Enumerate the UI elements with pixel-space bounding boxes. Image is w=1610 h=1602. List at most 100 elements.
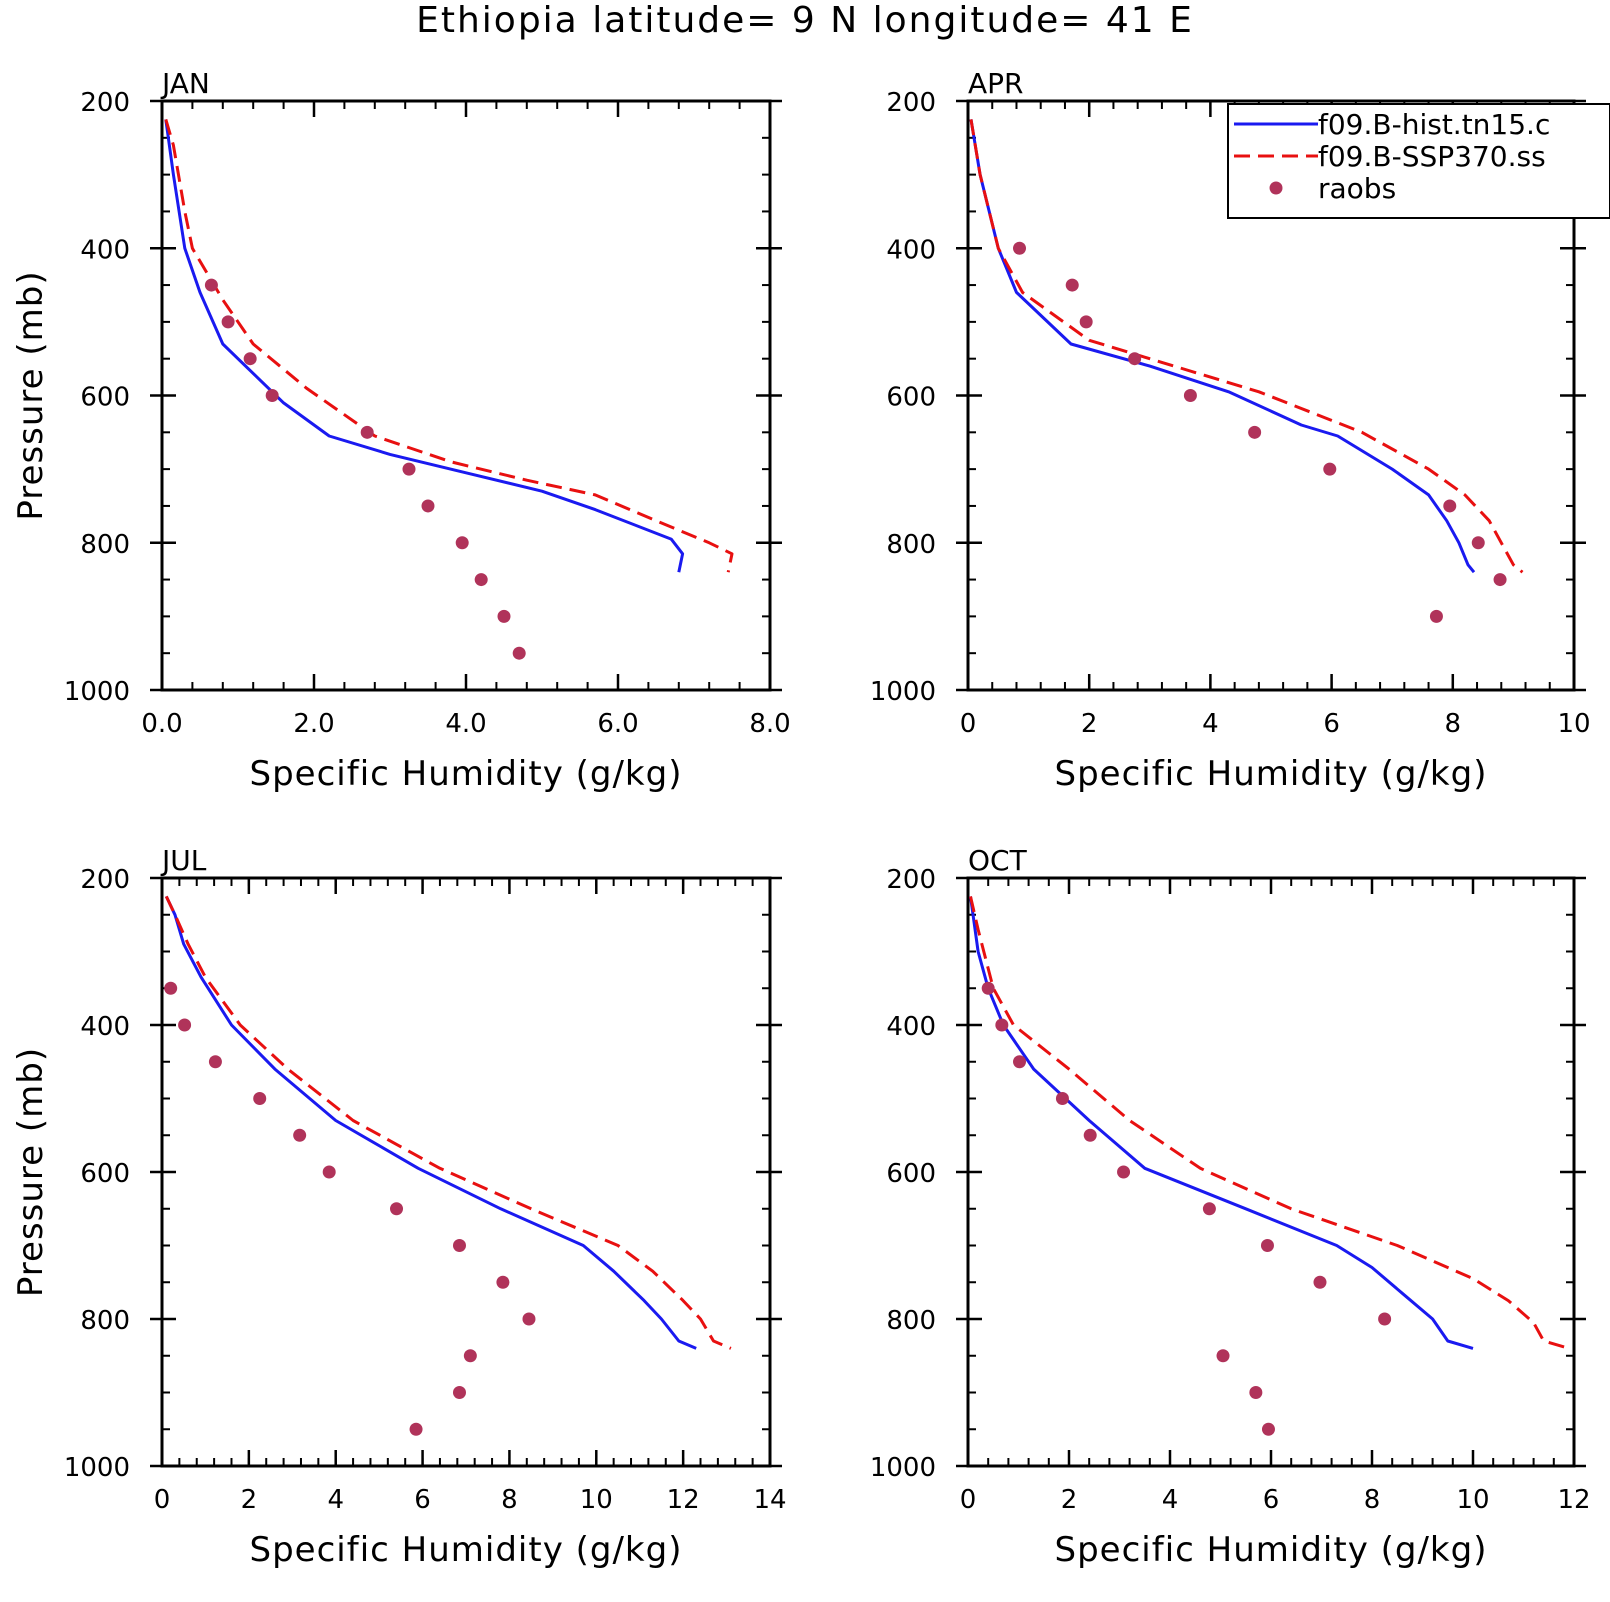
raobs-point bbox=[1013, 241, 1027, 255]
x-axis-label: Specific Humidity (g/kg) bbox=[250, 754, 683, 794]
plot-frame bbox=[160, 99, 772, 692]
panel-jul: JUL 0 2 4 6 8 10 12 14 200 400 600 800 1000 Specific H… bbox=[11, 844, 787, 1570]
x-tick-label: 10 bbox=[580, 1485, 613, 1515]
series-layer bbox=[969, 896, 1570, 1436]
x-tick-label: 6 bbox=[414, 1485, 431, 1515]
raobs-point bbox=[243, 352, 257, 366]
raobs-point bbox=[1183, 389, 1197, 402]
raobs-point bbox=[265, 389, 279, 402]
y-tick-label: 800 bbox=[886, 1306, 936, 1336]
x-axis-label: Specific Humidity (g/kg) bbox=[1055, 754, 1488, 794]
panel-jan: JAN 0.0 2.0 4.0 6.0 8.0 200 400 600 800 1000 Specif… bbox=[11, 67, 791, 794]
y-tick-label: 400 bbox=[80, 1012, 130, 1042]
raobs-point bbox=[455, 536, 469, 550]
plot-frame bbox=[160, 876, 772, 1468]
raobs-point bbox=[1378, 1312, 1392, 1326]
ssp-line bbox=[164, 895, 732, 1350]
raobs-point bbox=[164, 981, 178, 995]
panel-title: JUL bbox=[160, 844, 207, 877]
x-tick-label: 4 bbox=[1162, 1485, 1179, 1515]
x-tick-label: 8 bbox=[1445, 709, 1462, 739]
x-tick-label: 6 bbox=[1263, 1485, 1280, 1515]
x-tick-label: 6 bbox=[1323, 709, 1340, 739]
raobs-point bbox=[204, 278, 218, 292]
raobs-point bbox=[522, 1312, 536, 1326]
raobs-point bbox=[1117, 1165, 1131, 1179]
raobs-point bbox=[1443, 499, 1457, 513]
ssp-line bbox=[969, 119, 1524, 574]
x-tick-label: 2 bbox=[241, 1485, 258, 1515]
y-tick-label: 800 bbox=[80, 530, 130, 560]
x-tick-label: 4.0 bbox=[445, 709, 486, 739]
y-tick-label: 800 bbox=[886, 530, 936, 560]
raobs-point bbox=[421, 499, 435, 513]
raobs-point bbox=[1249, 1386, 1263, 1399]
x-tick-label: 0 bbox=[154, 1485, 171, 1515]
raobs-point bbox=[178, 1018, 192, 1032]
panel-title: APR bbox=[968, 67, 1024, 100]
x-tick-label: 0 bbox=[960, 1485, 977, 1515]
x-axis-label: Specific Humidity (g/kg) bbox=[250, 1530, 683, 1570]
raobs-point bbox=[402, 462, 416, 476]
raobs-point bbox=[452, 1239, 466, 1252]
panel-title: JAN bbox=[160, 67, 210, 100]
x-tick-label: 2.0 bbox=[293, 709, 334, 739]
y-tick-label: 400 bbox=[886, 235, 936, 265]
hist-line bbox=[969, 896, 1474, 1350]
y-tick-label: 600 bbox=[886, 1159, 936, 1189]
raobs-point bbox=[474, 573, 488, 587]
legend-label: raobs bbox=[1318, 172, 1396, 205]
panel-apr: APR 0 2 4 6 8 10 200 400 600 800 1000 Specific Humid… bbox=[870, 67, 1610, 794]
raobs-point bbox=[1429, 609, 1443, 623]
raobs-point bbox=[390, 1202, 404, 1216]
raobs-point bbox=[1323, 462, 1337, 476]
raobs-point bbox=[981, 981, 995, 995]
x-tick-label: 10 bbox=[1456, 1485, 1489, 1515]
x-tick-label: 10 bbox=[1557, 709, 1590, 739]
raobs-point bbox=[360, 425, 374, 439]
series-layer bbox=[164, 118, 734, 660]
raobs-point bbox=[452, 1386, 466, 1399]
raobs-point bbox=[221, 315, 235, 329]
raobs-point bbox=[497, 609, 511, 623]
x-tick-label: 4 bbox=[327, 1485, 344, 1515]
x-tick-label: 8.0 bbox=[749, 709, 790, 739]
x-tick-label: 0 bbox=[960, 709, 977, 739]
raobs-point bbox=[1248, 425, 1262, 439]
plot-frame bbox=[966, 876, 1576, 1468]
raobs-point bbox=[1313, 1275, 1327, 1289]
raobs-point bbox=[1216, 1349, 1230, 1363]
raobs-point bbox=[1202, 1202, 1216, 1216]
raobs-point bbox=[512, 646, 526, 660]
y-tick-label: 200 bbox=[886, 88, 936, 118]
raobs-point bbox=[1260, 1239, 1274, 1252]
hist-line bbox=[164, 119, 685, 573]
raobs-point bbox=[1079, 315, 1093, 329]
y-tick-label: 600 bbox=[80, 383, 130, 413]
figure-title: Ethiopia latitude= 9 N longitude= 41 E bbox=[416, 0, 1194, 41]
y-tick-label: 1000 bbox=[870, 1453, 936, 1483]
ssp-line bbox=[164, 118, 734, 573]
raobs-point bbox=[463, 1349, 477, 1363]
y-tick-label: 200 bbox=[80, 865, 130, 895]
raobs-point bbox=[293, 1128, 307, 1142]
raobs-point bbox=[995, 1018, 1009, 1032]
legend-label: f09.B-SSP370.ss bbox=[1318, 140, 1546, 173]
x-tick-label: 8 bbox=[1364, 1485, 1381, 1515]
x-tick-label: 12 bbox=[1557, 1485, 1590, 1515]
legend-label: f09.B-hist.tn15.c bbox=[1318, 108, 1550, 141]
raobs-point bbox=[1083, 1128, 1097, 1142]
y-tick-label: 600 bbox=[886, 383, 936, 413]
x-tick-label: 4 bbox=[1202, 709, 1219, 739]
raobs-point bbox=[253, 1092, 267, 1105]
hist-line bbox=[164, 895, 697, 1350]
y-axis-label: Pressure (mb) bbox=[11, 1047, 51, 1297]
x-tick-label: 0.0 bbox=[141, 709, 182, 739]
y-tick-label: 600 bbox=[80, 1159, 130, 1189]
raobs-point bbox=[208, 1055, 222, 1069]
y-tick-label: 400 bbox=[80, 235, 130, 265]
raobs-point bbox=[496, 1275, 510, 1289]
series-layer bbox=[164, 895, 732, 1436]
raobs-point bbox=[1128, 352, 1142, 366]
